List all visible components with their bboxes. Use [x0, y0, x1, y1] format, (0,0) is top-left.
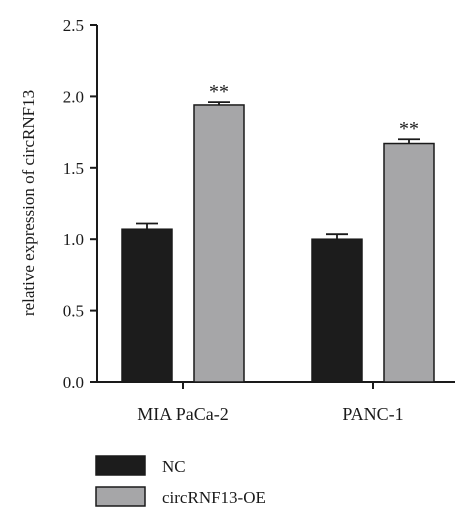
legend-swatch-1: [95, 486, 146, 507]
y-tick-label: 1.0: [63, 230, 84, 249]
legend-label-1: circRNF13-OE: [162, 488, 266, 507]
bar-1-0: [311, 238, 363, 383]
y-tick-label: 0.5: [63, 302, 84, 321]
x-tick-label: PANC-1: [342, 404, 403, 424]
y-tick-label: 2.0: [63, 87, 84, 106]
y-axis-label: relative expression of circRNF13: [19, 90, 38, 316]
y-tick-label: 1.5: [63, 159, 84, 178]
bar-0-1: [193, 104, 245, 383]
bar-1-1: [383, 142, 435, 383]
bar-0-0: [121, 228, 173, 383]
plot-area: 0.0 0.5 1.0 1.5 2.0 2.5 MIA PaCa-2 PANC-1 ** **: [63, 16, 455, 424]
y-tick-label: 2.5: [63, 16, 84, 35]
significance-label: **: [209, 81, 229, 103]
legend-swatch-0: [95, 455, 146, 476]
legend: NC circRNF13-OE: [95, 455, 266, 507]
legend-label-0: NC: [162, 457, 186, 476]
y-tick-label: 0.0: [63, 373, 84, 392]
x-tick-label: MIA PaCa-2: [137, 404, 229, 424]
significance-label: **: [399, 118, 419, 140]
